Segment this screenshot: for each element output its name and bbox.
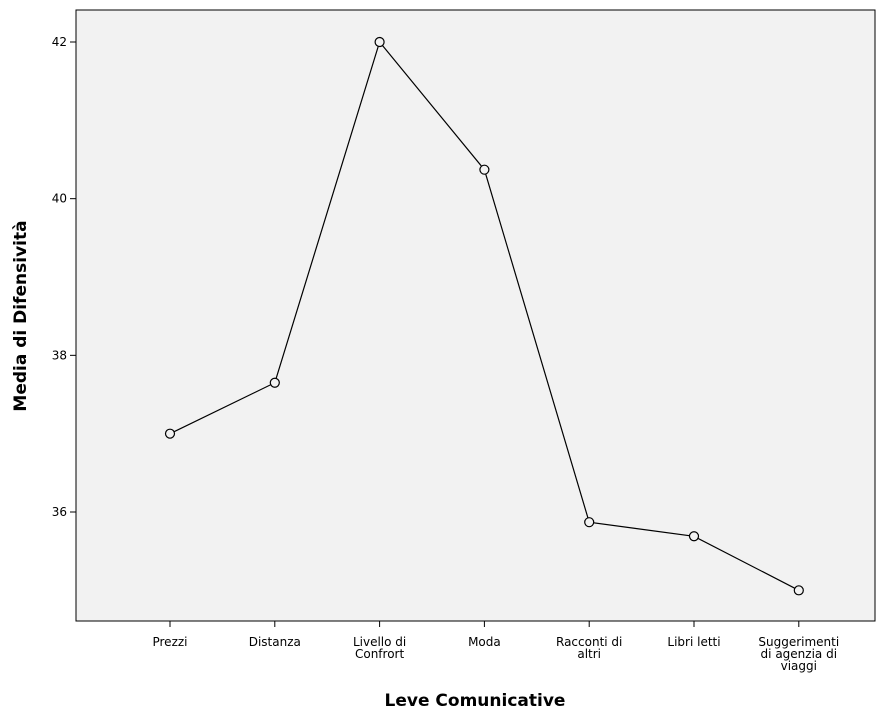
x-tick-label-line: Suggerimenti [758,635,839,649]
x-tick-label-line: Racconti di [556,635,622,649]
data-markers [164,36,804,596]
data-point [688,531,700,542]
x-tick-label: Distanza [249,635,301,649]
y-axis-title: Media di Difensività [11,220,31,411]
x-tick-label: Moda [468,635,501,649]
x-axis-title: Leve Comunicative [385,691,566,711]
x-tick-label-line: Confrort [355,647,404,661]
x-tick-label: Livello di Confrort [353,635,406,661]
data-point [164,428,176,439]
data-point [793,585,804,596]
x-tick-label: Prezzi [152,635,187,649]
y-tick-label: 40 [52,192,67,206]
plot-area [75,9,876,622]
y-axis: 36 38 40 42 [52,35,76,519]
x-tick-label-line: Moda [468,635,501,649]
data-point [374,36,385,48]
y-tick-label: 38 [52,348,67,362]
x-tick-label-line: Livello di [353,635,406,649]
y-tick-label: 42 [52,35,67,49]
x-tick-label-line: Libri letti [667,635,720,649]
x-axis: Prezzi Distanza Livello di Confrort Moda Racc… [152,621,839,673]
data-point [584,517,595,528]
x-tick-label-line: altri [577,647,601,661]
x-tick-label: Libri letti [667,635,720,649]
data-point [269,377,280,388]
x-tick-label: Racconti di altri [556,635,622,661]
data-point [479,164,490,175]
x-tick-label-line: di agenzia di [761,647,837,661]
x-tick-label-line: Prezzi [152,635,187,649]
x-tick-label-line: viaggi [781,659,817,673]
y-tick-label: 36 [52,505,67,519]
x-tick-label: Suggerimenti di agenzia di viaggi [758,635,839,673]
x-tick-label-line: Distanza [249,635,301,649]
